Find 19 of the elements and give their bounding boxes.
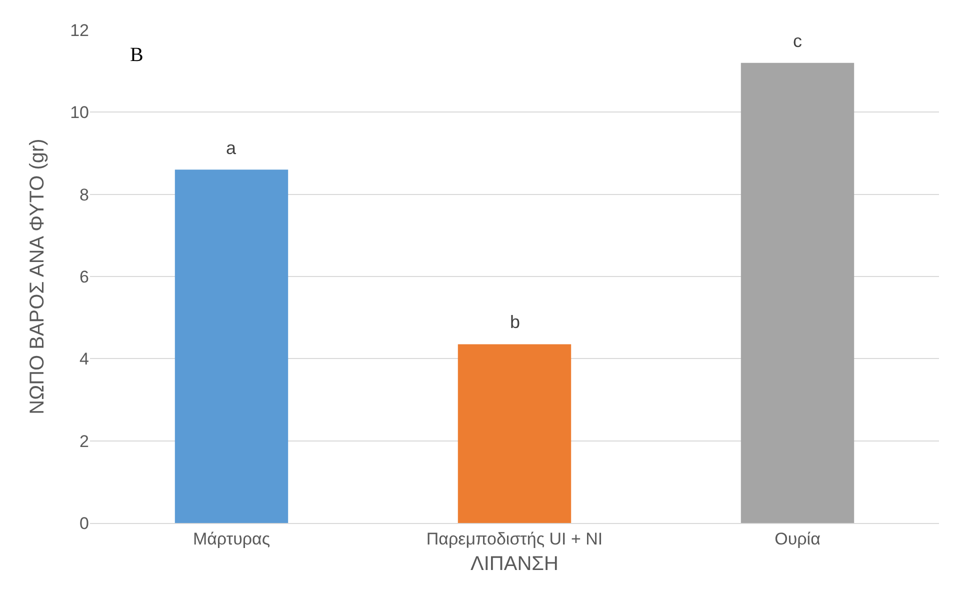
annotation: c xyxy=(793,31,802,51)
bar xyxy=(174,170,288,523)
x-tick-label: Μάρτυρας xyxy=(192,529,270,548)
x-tick-label: Παρεμποδιστής UI + NI xyxy=(426,529,603,548)
annotation: a xyxy=(226,138,237,158)
x-tick-label: Ουρία xyxy=(774,529,821,548)
y-axis-title: ΝΩΠΟ ΒΑΡΟΣ ΑΝΑ ΦΥΤΟ (gr) xyxy=(26,138,49,414)
y-tick-label: 6 xyxy=(80,267,89,286)
y-tick-label: 0 xyxy=(80,514,89,533)
y-tick-label: 2 xyxy=(80,432,89,451)
y-tick-label: 4 xyxy=(80,350,89,369)
annotation: b xyxy=(510,312,520,332)
bar xyxy=(458,344,572,523)
bar xyxy=(740,62,854,523)
annotation: B xyxy=(130,44,144,66)
y-tick-label: 10 xyxy=(70,103,89,122)
x-axis-title: ΛΙΠΑΝΣΗ xyxy=(470,552,558,575)
y-tick-label: 12 xyxy=(70,20,89,40)
y-tick-label: 8 xyxy=(80,185,89,204)
